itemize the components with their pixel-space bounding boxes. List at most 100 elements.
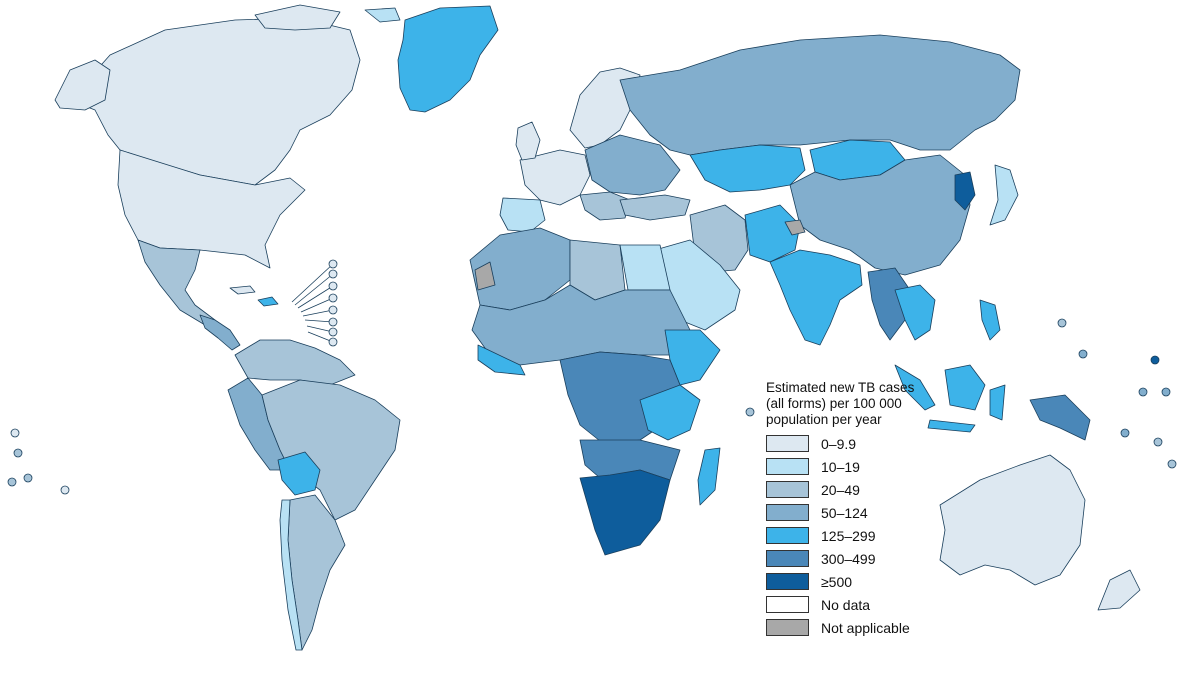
eastern-europe	[584, 134, 681, 196]
caribbean-dot	[328, 317, 338, 327]
africa	[469, 227, 721, 556]
island-dot	[1138, 387, 1148, 397]
legend-item: 0–9.9	[766, 434, 946, 453]
small-islands	[7, 318, 1177, 495]
south-america	[227, 339, 401, 651]
arctic-islands	[254, 4, 341, 31]
new-zealand	[1097, 569, 1141, 611]
legend-item: ≥500	[766, 572, 946, 591]
caribbean-dot	[328, 293, 338, 303]
south-africa	[579, 469, 671, 556]
legend-item: 20–49	[766, 480, 946, 499]
uk	[515, 121, 541, 161]
balkans	[579, 191, 631, 221]
legend-swatch	[766, 619, 809, 636]
caribbean-island-2	[229, 285, 256, 295]
legend-title: Estimated new TB cases (all forms) per 1…	[766, 380, 915, 427]
india	[769, 249, 863, 346]
sa-north	[234, 339, 356, 386]
southeast-asia	[867, 267, 911, 341]
island-dot	[1167, 459, 1177, 469]
island-dot	[1161, 387, 1171, 397]
legend-item: 50–124	[766, 503, 946, 522]
asia	[619, 139, 1019, 346]
central-america	[199, 314, 241, 351]
java	[927, 419, 976, 433]
caribbean-dot	[328, 327, 338, 337]
island-dot	[1120, 428, 1130, 438]
borneo	[944, 364, 986, 411]
western-sahara-na	[474, 261, 496, 291]
legend-label: No data	[821, 596, 871, 613]
canada-region	[69, 17, 361, 186]
north-america	[54, 4, 361, 351]
legend-label: 125–299	[821, 527, 876, 544]
korea	[954, 171, 976, 211]
caribbean-dot	[328, 337, 338, 347]
maritime-se-asia	[894, 299, 1091, 441]
legend-item: 10–19	[766, 457, 946, 476]
kazakhstan	[689, 144, 806, 193]
indochina	[894, 284, 936, 341]
bolivia	[277, 451, 321, 496]
legend-swatch	[766, 504, 809, 521]
caribbean-callout	[291, 263, 334, 343]
japan	[989, 164, 1019, 226]
legend-item: 300–499	[766, 549, 946, 568]
philippines	[979, 299, 1001, 341]
caribbean-dot	[328, 305, 338, 315]
chile-strip	[279, 499, 303, 651]
legend-label: 20–49	[821, 481, 860, 498]
legend-swatch	[766, 435, 809, 452]
legend-swatch	[766, 550, 809, 567]
greenland	[397, 5, 499, 113]
island-dot	[60, 485, 70, 495]
island-dot	[745, 407, 755, 417]
legend-label: ≥500	[821, 573, 853, 590]
oceania	[939, 454, 1141, 611]
caribbean-callout-dots	[328, 259, 338, 347]
legend-items: 0–9.9 10–19 20–49 50–124 125–299 300–499 ≥500 N…	[766, 434, 946, 637]
legend-label: 10–19	[821, 458, 860, 475]
caribbean-island	[257, 296, 279, 307]
island-dot	[7, 477, 17, 487]
legend-swatch	[766, 596, 809, 613]
legend-label: 0–9.9	[821, 435, 857, 452]
caribbean-dot	[328, 281, 338, 291]
legend-swatch	[766, 527, 809, 544]
legend-label: 300–499	[821, 550, 876, 567]
legend-item: 125–299	[766, 526, 946, 545]
map-legend: Estimated new TB cases (all forms) per 1…	[766, 380, 946, 641]
new-guinea	[1029, 394, 1091, 441]
turkey	[619, 194, 691, 221]
island-dot	[10, 428, 20, 438]
legend-swatch	[766, 481, 809, 498]
australia	[939, 454, 1086, 586]
island-dot	[1078, 349, 1088, 359]
island-dot	[23, 473, 33, 483]
china	[789, 154, 971, 276]
island-dot	[1057, 318, 1067, 328]
iberia	[499, 197, 546, 233]
sulawesi	[989, 384, 1006, 421]
himalaya-na	[784, 219, 806, 236]
legend-label: Not applicable	[821, 619, 910, 636]
caribbean-dot	[328, 269, 338, 279]
pakistan-afghan	[744, 204, 801, 263]
usa-region	[117, 149, 306, 269]
east-africa	[639, 384, 701, 441]
legend-label: 50–124	[821, 504, 868, 521]
russia	[619, 34, 1021, 156]
iceland	[364, 7, 401, 23]
legend-swatch	[766, 458, 809, 475]
mexico	[137, 239, 216, 326]
legend-item: Not applicable	[766, 618, 946, 637]
island-dot	[1153, 437, 1163, 447]
sumatra	[894, 364, 936, 411]
madagascar	[697, 447, 721, 506]
legend-swatch	[766, 573, 809, 590]
alaska	[54, 59, 111, 111]
brazil	[261, 379, 401, 521]
island-dot	[13, 448, 23, 458]
